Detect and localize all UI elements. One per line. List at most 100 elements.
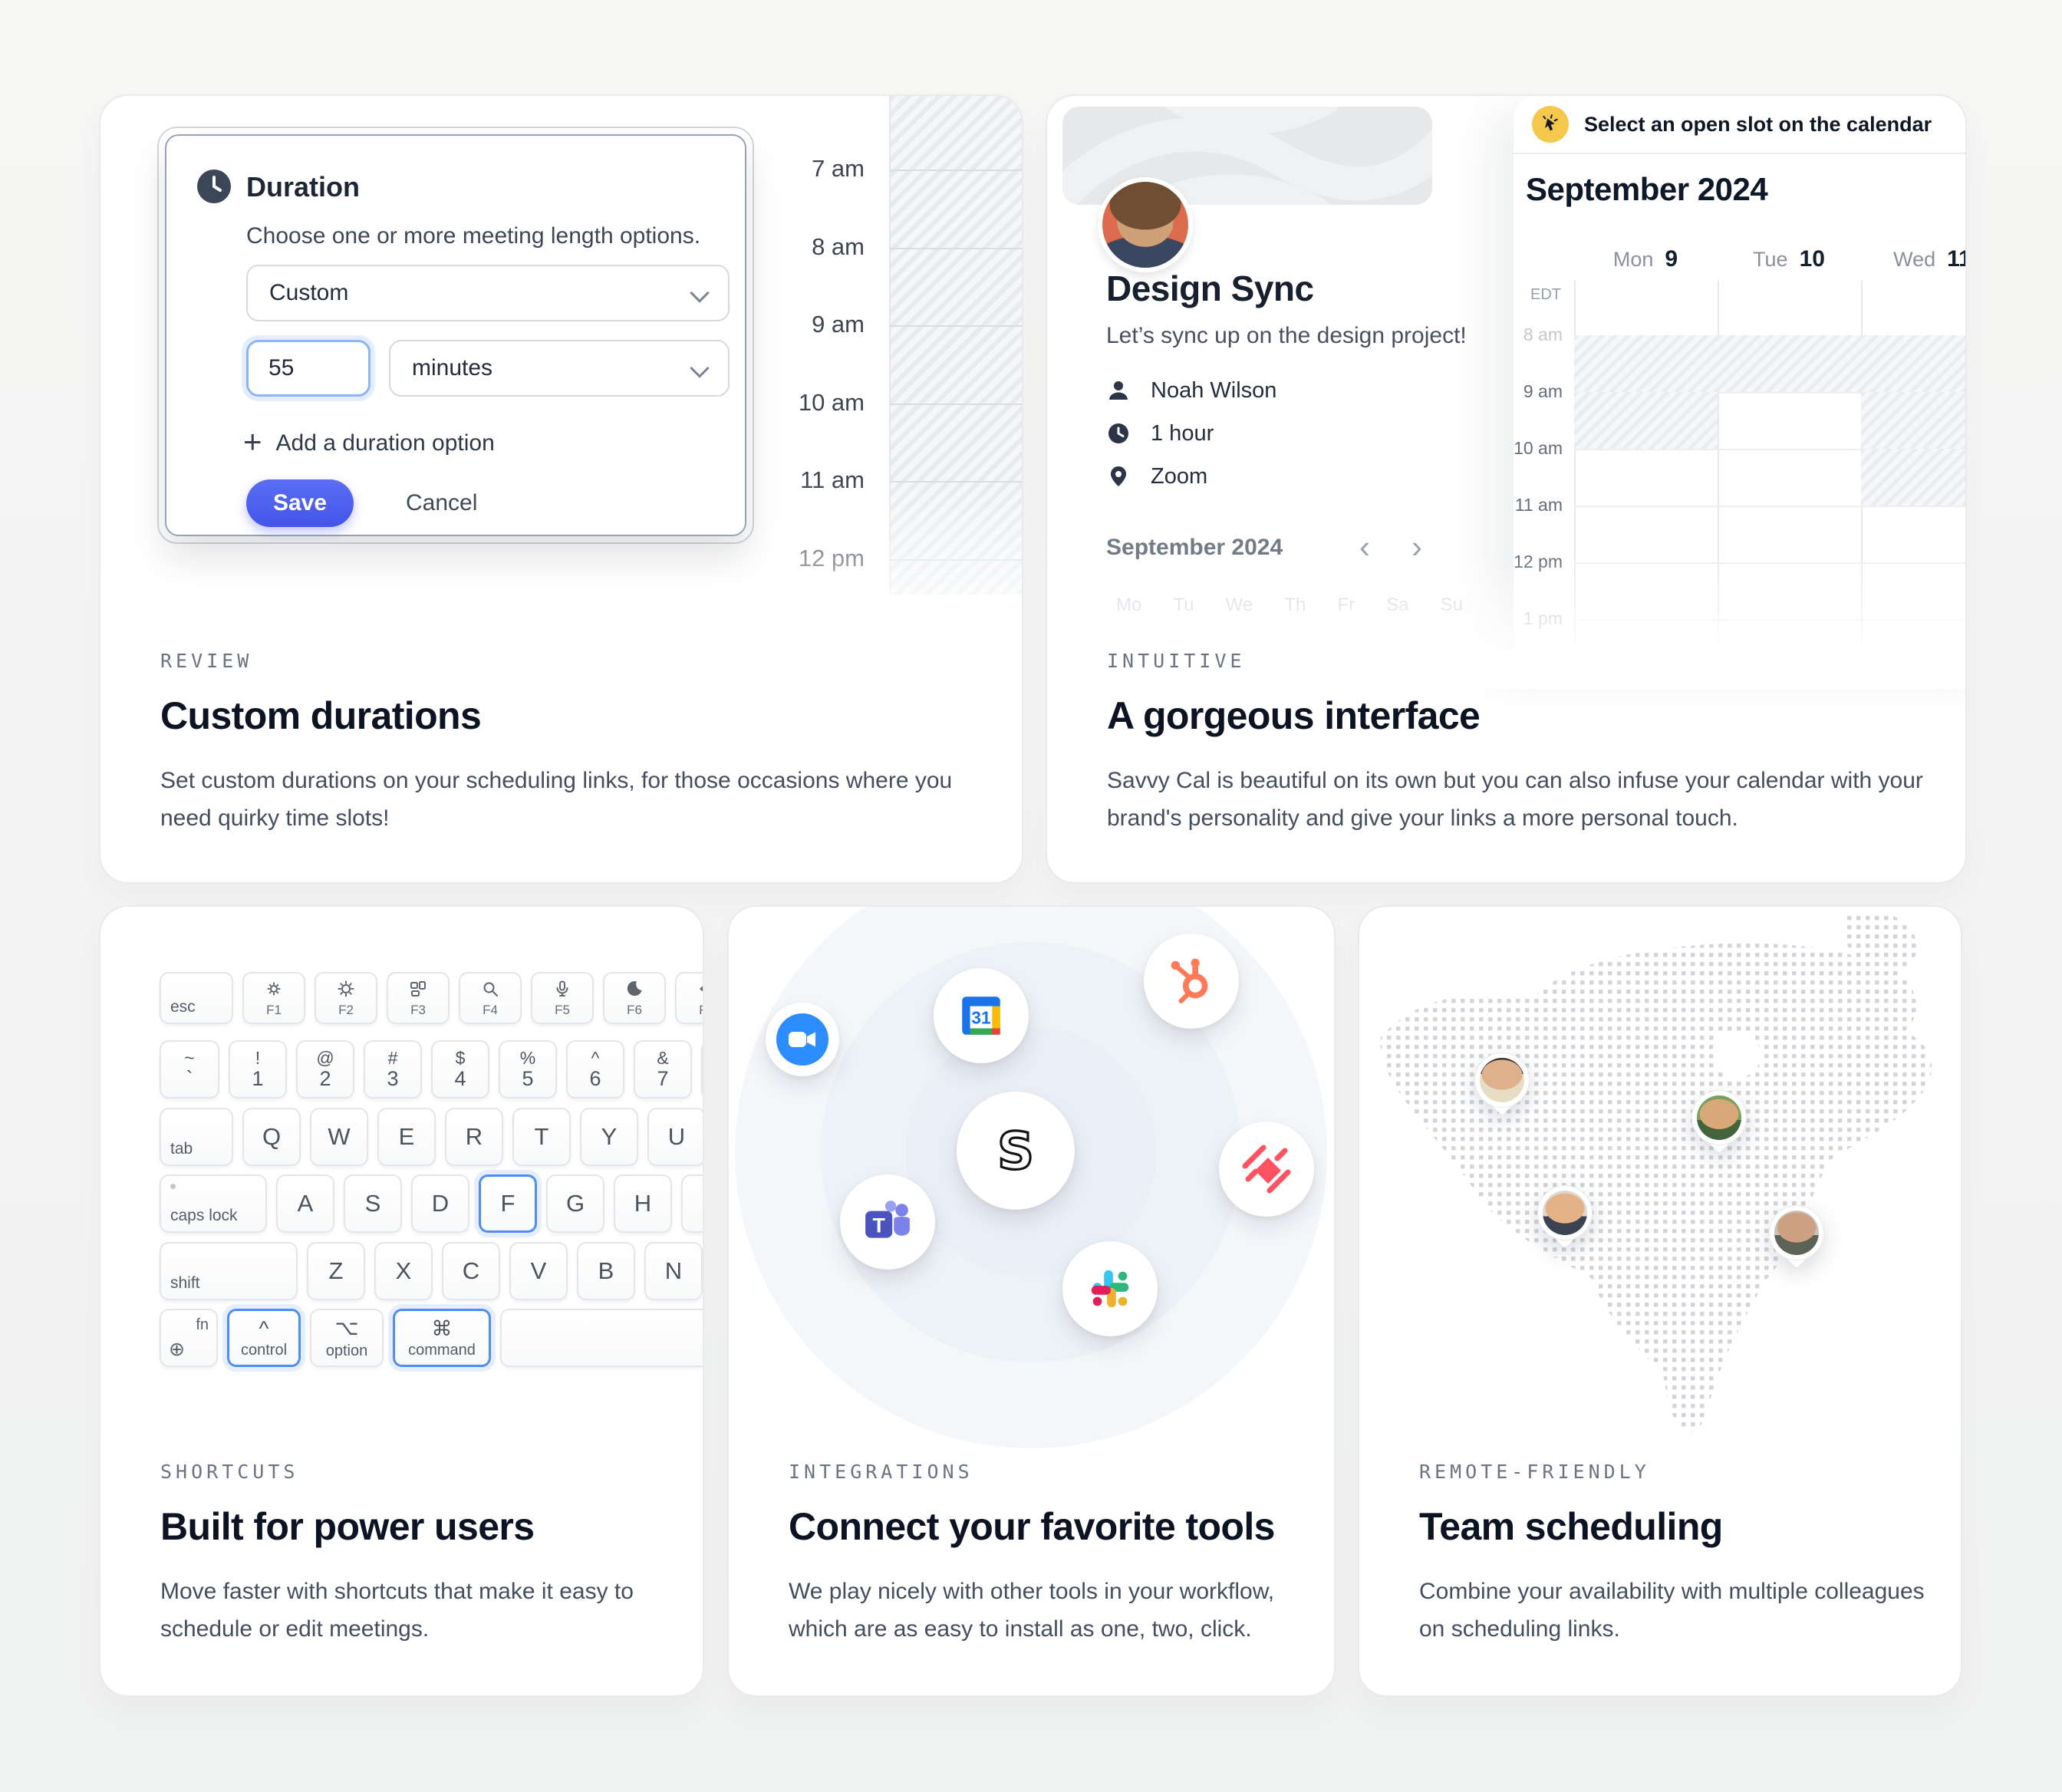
key-6: ^ 6 <box>566 1040 624 1099</box>
add-option-label: Add a duration option <box>275 430 495 456</box>
key-b: B <box>577 1242 635 1300</box>
slot-picker-instruction: Select an open slot on the calendar <box>1584 112 1932 136</box>
week-calendar-grid[interactable]: Mon 9 Tue 10 Wed 11 8 am 9 am 10 am 11 am 12 pm 1 p… <box>1514 96 1965 662</box>
plus-icon: + <box>243 423 262 460</box>
key-2: @2 <box>296 1040 354 1099</box>
key-n: N <box>644 1242 703 1300</box>
section-title: A gorgeous interface <box>1107 694 1481 737</box>
timezone-label: EDT <box>1530 286 1561 303</box>
section-body: We play nicely with other tools in your … <box>789 1579 1275 1642</box>
key-f7: F7 <box>675 972 703 1024</box>
key-q: Q <box>242 1108 301 1166</box>
microsoft-teams-icon: T <box>840 1174 935 1270</box>
prev-month-button[interactable]: ‹ <box>1359 529 1370 565</box>
chevron-down-icon <box>690 358 710 378</box>
hour-label: 11 am <box>800 466 865 493</box>
rewind-icon <box>677 979 703 999</box>
duration-value: 55 <box>268 355 295 380</box>
card-integrations: 31 S T INTEGRATIONS Connect your favorit… <box>727 905 1336 1697</box>
duration-dialog: Duration Choose one or more meeting leng… <box>165 134 746 536</box>
day-number: 9 <box>1665 246 1678 272</box>
weekday-row: Mo Tu We Th Fr Sa Su <box>1116 595 1463 616</box>
hour-line <box>889 481 1022 483</box>
team-member-pin <box>1691 1090 1747 1158</box>
section-title: Built for power users <box>160 1505 535 1548</box>
clock-icon <box>1108 423 1128 443</box>
key-r: R <box>445 1108 503 1166</box>
card-text: INTEGRATIONS Connect your favorite tools… <box>789 1461 1287 1648</box>
key-f2: F2 <box>315 972 377 1024</box>
key-esc: esc <box>160 972 233 1024</box>
card-custom-durations: 7 am 8 am 9 am 10 am 11 am 12 pm Duration Cho… <box>99 94 1023 884</box>
section-label: REVIEW <box>160 650 253 672</box>
key-e: E <box>377 1108 436 1166</box>
team-member-avatar <box>1774 1211 1819 1255</box>
weekday-label: Sa <box>1386 595 1409 615</box>
key-space <box>500 1309 703 1367</box>
dialog-title: Duration <box>246 171 360 203</box>
key-a: A <box>276 1174 334 1233</box>
mini-month-label: September 2024 <box>1106 535 1283 560</box>
grid-hour-line <box>1574 619 1965 621</box>
dialog-description: Choose one or more meeting length option… <box>246 223 701 249</box>
day-name: Wed <box>1893 248 1936 271</box>
key-8: *8 <box>701 1040 703 1099</box>
location-row: Zoom <box>1106 455 1276 498</box>
hour-line <box>889 170 1022 171</box>
duration-unit-select[interactable]: minutes <box>389 340 730 397</box>
weekday-label: Tu <box>1173 595 1194 615</box>
key-`: ~ ` <box>160 1040 219 1099</box>
raycast-icon <box>1219 1122 1314 1217</box>
key-d: D <box>411 1174 469 1233</box>
key-caps-lock: caps lock <box>160 1174 267 1233</box>
key-h: H <box>614 1174 672 1233</box>
busy-slot <box>1718 335 1861 392</box>
day-header: Wed 11 <box>1875 246 1965 272</box>
add-duration-option-button[interactable]: + Add a duration option <box>243 423 495 460</box>
duration-dialog-frame: Duration Choose one or more meeting leng… <box>157 127 754 544</box>
hour-label: 12 pm <box>798 544 865 572</box>
key-j: J <box>681 1174 703 1233</box>
day-number: 10 <box>1799 246 1825 272</box>
duration-row: 1 hour <box>1106 412 1276 455</box>
next-month-button[interactable]: › <box>1411 529 1422 565</box>
section-body: Set custom durations on your scheduling … <box>160 768 953 831</box>
slot-picker-panel: Select an open slot on the calendar Sept… <box>1514 96 1965 662</box>
cancel-button[interactable]: Cancel <box>401 489 482 517</box>
save-button[interactable]: Save <box>246 479 354 527</box>
busy-slot <box>1861 335 1965 392</box>
chevron-down-icon <box>690 283 710 303</box>
day-header: Tue 10 <box>1731 246 1846 272</box>
busy-slot <box>1861 392 1965 449</box>
key-s: S <box>344 1174 402 1233</box>
mission-control-icon <box>388 979 448 999</box>
unit-value: minutes <box>412 355 493 380</box>
clock-icon <box>196 168 232 205</box>
duration-preset-select[interactable]: Custom <box>246 265 730 321</box>
globe-icon: ⊕ <box>169 1339 185 1360</box>
grid-hour-line <box>1574 562 1965 564</box>
day-name: Tue <box>1753 248 1788 271</box>
key-fn: fn ⊕ <box>160 1309 218 1367</box>
hour-line <box>889 558 1022 561</box>
section-label: INTEGRATIONS <box>789 1461 973 1483</box>
key-control: ^ control <box>227 1309 301 1367</box>
hour-label: 12 pm <box>1514 552 1563 572</box>
host-name: Noah Wilson <box>1151 377 1277 403</box>
svg-text:T: T <box>872 1214 885 1237</box>
host-row: Noah Wilson <box>1106 369 1276 412</box>
busy-slot <box>1574 392 1718 449</box>
divider <box>1514 153 1965 154</box>
mac-keyboard-illustration: escF1F2F3F4F5F6F7 ~`!1@2#3$4%5^6&7*8 tabQW… <box>160 972 703 1390</box>
card-text: REMOTE-FRIENDLY Team scheduling Combine … <box>1419 1461 1925 1648</box>
key-f3: F3 <box>387 972 450 1024</box>
card-text: REVIEW Custom durations Set custom durat… <box>160 650 958 837</box>
duration-value-input[interactable]: 55 <box>246 340 371 397</box>
hour-label: 11 am <box>1514 495 1563 515</box>
grid-hour-line <box>1574 506 1965 507</box>
key-f: F <box>479 1174 537 1233</box>
team-member-pin <box>1474 1052 1530 1120</box>
savvycal-swirl-pattern <box>1062 107 1432 205</box>
hour-line <box>889 325 1022 327</box>
